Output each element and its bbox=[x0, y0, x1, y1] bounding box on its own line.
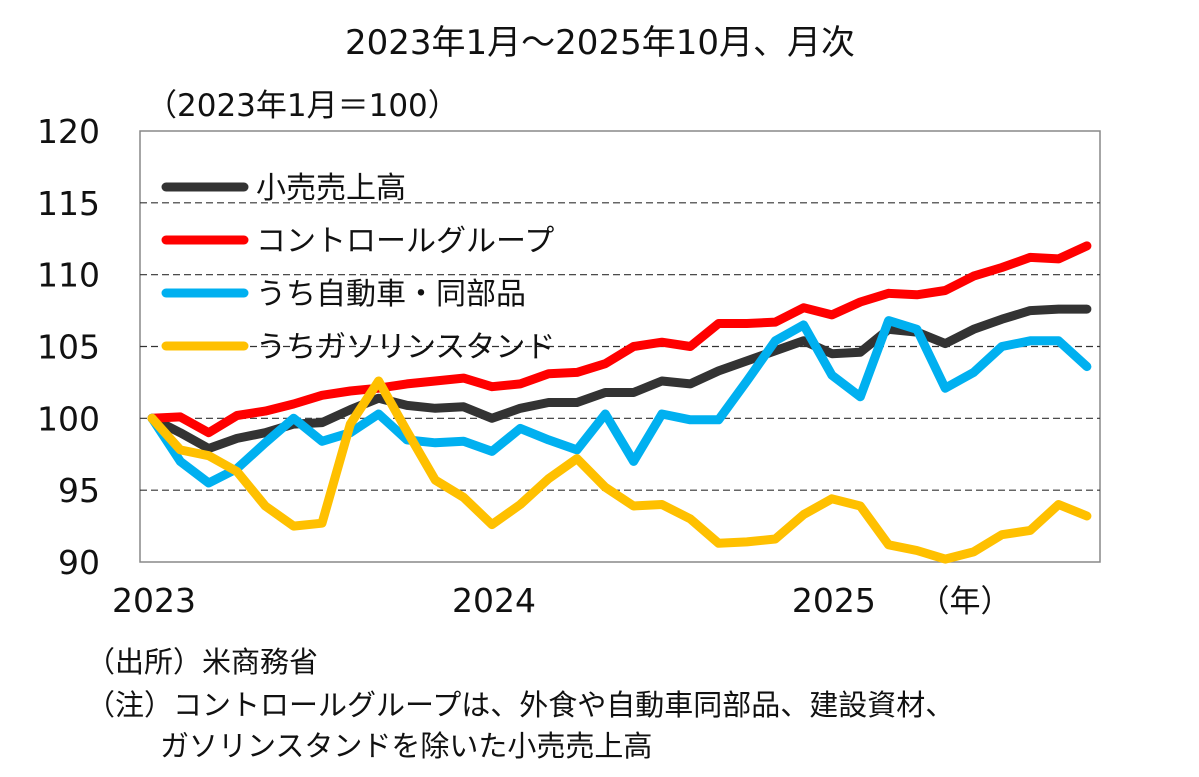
legend-item: コントロールグループ bbox=[161, 224, 554, 259]
y-tick-label: 90 bbox=[58, 543, 100, 582]
x-axis-unit-label: （年） bbox=[919, 584, 1012, 620]
legend-label: 小売売上高 bbox=[256, 171, 406, 206]
y-tick-label: 105 bbox=[37, 328, 100, 367]
footnote-line-1: （注）コントロールグループは、外食や自動車同部品、建設資材、 bbox=[86, 688, 954, 722]
y-tick-label: 110 bbox=[37, 256, 100, 295]
series-line-3 bbox=[147, 376, 1092, 564]
y-axis-label: （2023年1月＝100） bbox=[146, 88, 459, 124]
legend-label: コントロールグループ bbox=[256, 224, 554, 259]
legend-item: うち自動車・同部品 bbox=[161, 277, 526, 312]
series-line-0 bbox=[147, 304, 1092, 453]
x-tick-label: 2023 bbox=[112, 581, 196, 620]
legend-label: うち自動車・同部品 bbox=[256, 277, 526, 312]
y-tick-label: 95 bbox=[58, 471, 100, 510]
x-tick-label: 2024 bbox=[452, 581, 536, 620]
legend-item: 小売売上高 bbox=[161, 171, 406, 206]
y-tick-label: 115 bbox=[37, 184, 100, 223]
footnote-line-2: ガソリンスタンドを除いた小売売上高 bbox=[160, 729, 652, 763]
y-tick-label: 100 bbox=[37, 399, 100, 438]
legend-label: うちガソリンスタンド bbox=[256, 330, 555, 365]
y-tick-label: 120 bbox=[37, 112, 100, 151]
chart-title: 2023年1月～2025年10月、月次 bbox=[345, 23, 855, 63]
x-tick-label: 2025 bbox=[792, 581, 876, 620]
series-line-2 bbox=[147, 316, 1092, 488]
series-line-1 bbox=[147, 241, 1092, 438]
legend-item: うちガソリンスタンド bbox=[161, 330, 555, 365]
source-note: （出所）米商務省 bbox=[86, 645, 318, 679]
